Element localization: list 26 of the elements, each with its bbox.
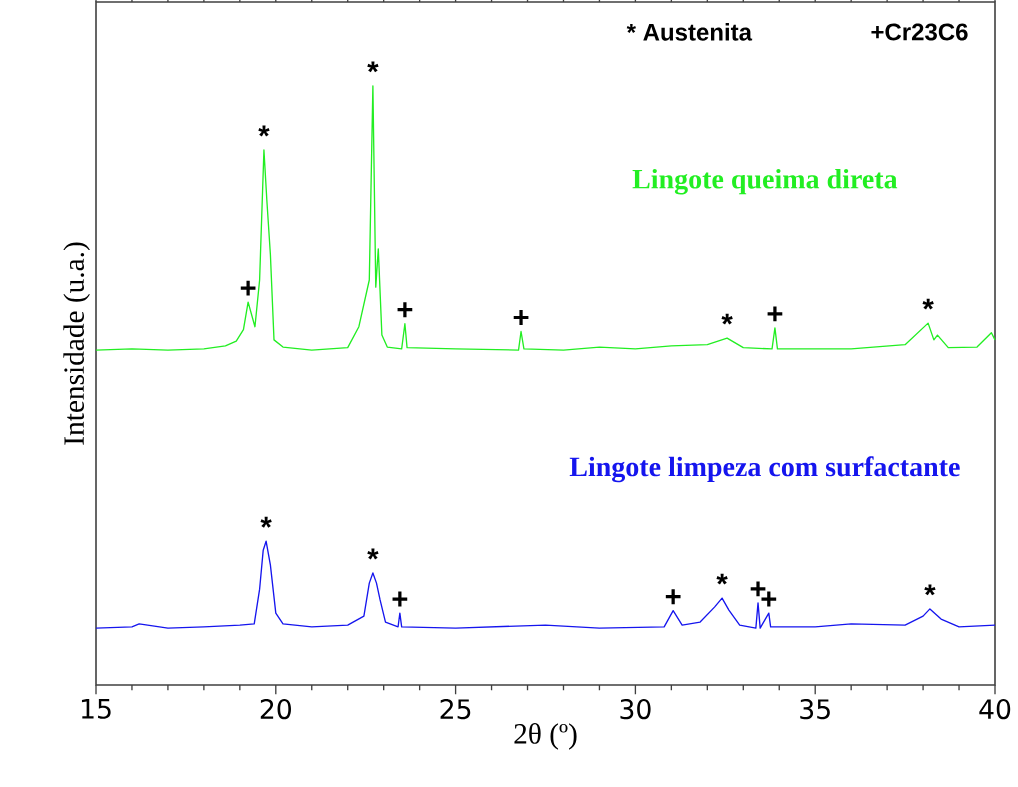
y-axis-title: Intensidade (u.a.) bbox=[63, 242, 90, 445]
annotation: * bbox=[922, 298, 934, 310]
annotation: + bbox=[513, 310, 529, 325]
text: Lingote queima direta bbox=[632, 168, 898, 195]
annotation: + bbox=[767, 306, 783, 322]
annotation: * bbox=[716, 573, 728, 585]
x-tick-label: 40 bbox=[979, 699, 1011, 720]
annotation: * bbox=[258, 125, 270, 137]
annotation: + bbox=[665, 589, 681, 605]
x-axis-title: 2θ (º) bbox=[514, 723, 577, 750]
x-tick-label: 30 bbox=[620, 699, 651, 720]
x-tick-label: 35 bbox=[800, 699, 830, 720]
annotation: + bbox=[240, 280, 256, 296]
annotation: * bbox=[260, 516, 272, 528]
annotation: * bbox=[721, 313, 733, 325]
x-tick-label: 15 bbox=[81, 699, 111, 719]
x-tick-label: 20 bbox=[260, 699, 291, 720]
x-tick-label: 25 bbox=[440, 699, 471, 720]
annotation: * bbox=[924, 584, 936, 596]
text: * Austenita bbox=[626, 23, 753, 41]
annotation: + bbox=[392, 591, 408, 607]
annotation: * bbox=[367, 548, 379, 560]
text: +Cr23C6 bbox=[871, 23, 968, 41]
annotation: * bbox=[367, 61, 379, 73]
annotation: + bbox=[397, 302, 413, 318]
text: Lingote limpeza com surfactante bbox=[569, 456, 960, 483]
